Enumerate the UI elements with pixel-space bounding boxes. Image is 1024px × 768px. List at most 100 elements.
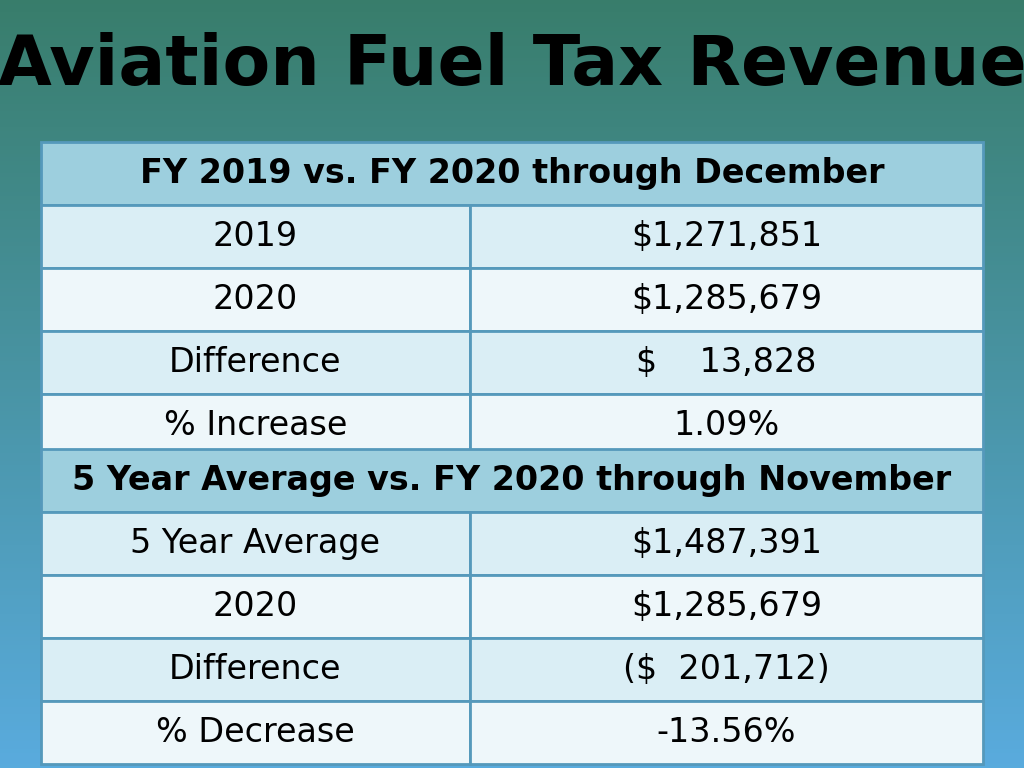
FancyBboxPatch shape: [41, 701, 470, 764]
Bar: [0, 219, 1024, 223]
Bar: [0, 591, 1024, 595]
Bar: [0, 668, 1024, 672]
Bar: [0, 284, 1024, 288]
Bar: [0, 230, 1024, 234]
Bar: [0, 730, 1024, 733]
Bar: [0, 753, 1024, 756]
Bar: [0, 461, 1024, 465]
Text: ($  201,712): ($ 201,712): [623, 654, 829, 686]
Bar: [0, 649, 1024, 653]
Bar: [0, 680, 1024, 684]
Bar: [0, 180, 1024, 184]
Bar: [0, 227, 1024, 230]
Text: $    13,828: $ 13,828: [636, 346, 816, 379]
Bar: [0, 714, 1024, 718]
Bar: [0, 384, 1024, 388]
Bar: [0, 511, 1024, 515]
Bar: [0, 0, 1024, 4]
Bar: [0, 211, 1024, 215]
Bar: [0, 46, 1024, 50]
Bar: [0, 453, 1024, 457]
Bar: [0, 173, 1024, 177]
Text: Difference: Difference: [169, 654, 342, 686]
Bar: [0, 234, 1024, 238]
Bar: [0, 749, 1024, 753]
Bar: [0, 323, 1024, 326]
Bar: [0, 687, 1024, 691]
Bar: [0, 42, 1024, 46]
Bar: [0, 346, 1024, 349]
Bar: [0, 100, 1024, 104]
Bar: [0, 726, 1024, 730]
Bar: [0, 576, 1024, 580]
Bar: [0, 396, 1024, 399]
Bar: [0, 499, 1024, 503]
FancyBboxPatch shape: [470, 638, 983, 701]
Bar: [0, 265, 1024, 269]
Bar: [0, 50, 1024, 54]
Bar: [0, 142, 1024, 146]
FancyBboxPatch shape: [41, 638, 470, 701]
Bar: [0, 196, 1024, 200]
Bar: [0, 334, 1024, 338]
FancyBboxPatch shape: [470, 575, 983, 638]
Bar: [0, 280, 1024, 284]
Bar: [0, 96, 1024, 100]
Bar: [0, 77, 1024, 81]
Bar: [0, 8, 1024, 12]
Bar: [0, 119, 1024, 123]
Bar: [0, 388, 1024, 392]
Text: 2019: 2019: [213, 220, 298, 253]
Bar: [0, 526, 1024, 530]
Bar: [0, 626, 1024, 630]
Bar: [0, 538, 1024, 541]
Bar: [0, 138, 1024, 142]
Bar: [0, 253, 1024, 257]
Bar: [0, 84, 1024, 88]
Bar: [0, 288, 1024, 292]
Bar: [0, 215, 1024, 219]
Bar: [0, 4, 1024, 8]
Bar: [0, 204, 1024, 207]
Text: 5 Year Average vs. FY 2020 through November: 5 Year Average vs. FY 2020 through Novem…: [73, 465, 951, 497]
Bar: [0, 257, 1024, 261]
Bar: [0, 472, 1024, 476]
Text: % Increase: % Increase: [164, 409, 347, 442]
Bar: [0, 645, 1024, 649]
Text: Difference: Difference: [169, 346, 342, 379]
Bar: [0, 154, 1024, 157]
Bar: [0, 641, 1024, 645]
Bar: [0, 242, 1024, 246]
Bar: [0, 315, 1024, 319]
FancyBboxPatch shape: [41, 142, 983, 205]
Bar: [0, 549, 1024, 553]
Bar: [0, 580, 1024, 584]
Bar: [0, 637, 1024, 641]
Bar: [0, 764, 1024, 768]
Bar: [0, 54, 1024, 58]
Bar: [0, 188, 1024, 192]
Bar: [0, 603, 1024, 607]
Bar: [0, 530, 1024, 534]
Bar: [0, 660, 1024, 664]
Bar: [0, 618, 1024, 622]
Bar: [0, 23, 1024, 27]
Bar: [0, 468, 1024, 472]
Bar: [0, 553, 1024, 557]
Bar: [0, 357, 1024, 361]
Bar: [0, 718, 1024, 722]
Text: Aviation Fuel Tax Revenue: Aviation Fuel Tax Revenue: [0, 31, 1024, 99]
Bar: [0, 476, 1024, 480]
Bar: [0, 691, 1024, 695]
FancyBboxPatch shape: [41, 394, 470, 457]
Bar: [0, 111, 1024, 115]
Bar: [0, 104, 1024, 108]
Bar: [0, 407, 1024, 411]
Bar: [0, 430, 1024, 434]
Bar: [0, 515, 1024, 518]
Bar: [0, 200, 1024, 204]
Bar: [0, 81, 1024, 84]
Bar: [0, 703, 1024, 707]
Bar: [0, 349, 1024, 353]
Bar: [0, 611, 1024, 614]
